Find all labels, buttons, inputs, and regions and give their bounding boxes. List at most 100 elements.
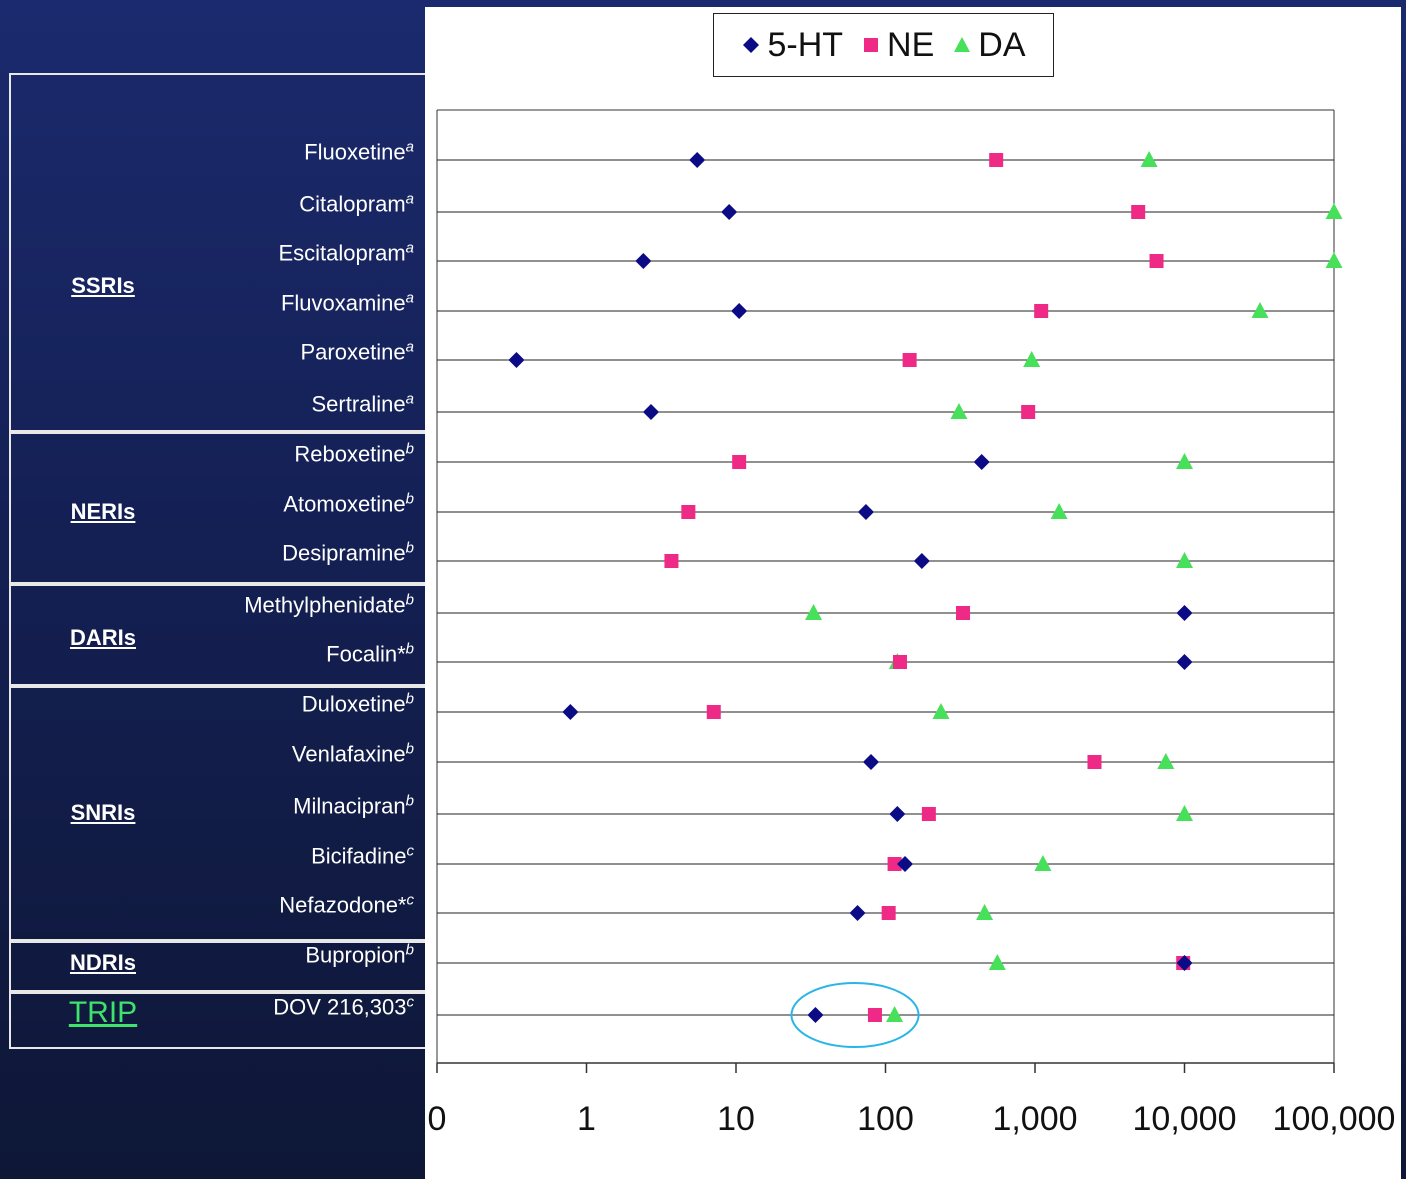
drug-footnote-marker: c — [406, 891, 415, 909]
ne-point-paroxetine — [902, 353, 917, 367]
x-tick-label: 10 — [717, 1100, 755, 1138]
ne-point-nefazodone — [881, 906, 896, 920]
drug-label-focalin: Focalin*b — [326, 640, 414, 667]
da-point-milnacipran — [1176, 805, 1193, 821]
5ht-point-bicifadine — [896, 856, 913, 872]
da-point-citalopram — [1325, 203, 1343, 219]
5ht-point-desipramine — [913, 553, 930, 569]
drug-label-nefazodone: Nefazodone*c — [279, 891, 414, 918]
ne-point-bicifadine — [887, 857, 902, 871]
drug-footnote-marker: b — [405, 490, 414, 508]
drug-footnote-marker: b — [405, 690, 414, 708]
plot-panel — [425, 7, 1401, 1179]
da-point-duloxetine — [932, 703, 950, 719]
x-tick-label: 100,000 — [1272, 1100, 1396, 1138]
drug-name: Sertraline — [311, 391, 406, 417]
ne-point-escitalopram — [1149, 254, 1164, 268]
drug-name: Paroxetine — [300, 339, 406, 365]
drug-name: Reboxetine — [294, 441, 406, 467]
drug-name: Fluoxetine — [304, 139, 406, 165]
5ht-point-fluoxetine — [689, 152, 706, 168]
5ht-point-escitalopram — [635, 253, 652, 269]
x-tick-label: 10,000 — [1132, 1100, 1237, 1138]
da-point-desipramine — [1176, 552, 1193, 568]
drug-label-reboxetine: Reboxetineb — [294, 440, 414, 467]
drug-name: Milnacipran — [293, 793, 406, 819]
da-point-fluoxetine — [1140, 151, 1158, 167]
da-point-escitalopram — [1325, 252, 1343, 268]
5ht-point-venlafaxine — [863, 754, 880, 770]
5ht-point-reboxetine — [973, 454, 990, 470]
drug-label-bupropion: Bupropionb — [305, 941, 414, 968]
drug-name: Nefazodone* — [279, 892, 407, 918]
da-point-fluvoxamine — [1251, 302, 1269, 318]
drug-footnote-marker: a — [405, 338, 414, 356]
drug-footnote-marker: a — [405, 190, 414, 208]
trip-highlight-ellipse — [790, 982, 920, 1048]
5ht-point-milnacipran — [889, 806, 906, 822]
5ht-point-focalin — [1176, 654, 1193, 670]
da-point-reboxetine — [1176, 453, 1193, 469]
da-point-atomoxetine — [1050, 503, 1068, 519]
5ht-point-atomoxetine — [857, 504, 874, 520]
drug-footnote-marker: b — [405, 440, 414, 458]
drug-label-fluoxetine: Fluoxetinea — [304, 138, 414, 165]
drug-name: Fluvoxamine — [280, 290, 406, 316]
drug-footnote-marker: b — [405, 640, 414, 658]
group-box-neris — [9, 432, 425, 584]
ne-point-atomoxetine — [681, 505, 696, 519]
drug-label-citalopram: Citaloprama — [299, 190, 414, 217]
da-point-bicifadine — [1034, 855, 1052, 871]
5ht-point-citalopram — [721, 204, 738, 220]
ne-point-focalin — [892, 655, 907, 669]
ne-point-dov-216-303 — [867, 1008, 882, 1022]
ne-point-venlafaxine — [1087, 755, 1102, 769]
drug-footnote-marker: a — [405, 239, 414, 257]
legend-item-ne: NE — [861, 26, 934, 65]
group-box-trip — [9, 992, 425, 1049]
da-point-sertraline — [950, 403, 968, 419]
class-label-daris: DARIs — [69, 624, 136, 650]
drug-name: Atomoxetine — [283, 491, 406, 517]
da-point-nefazodone — [976, 904, 994, 920]
drug-label-bicifadine: Bicifadinec — [311, 842, 414, 869]
class-label-ndris: NDRIs — [69, 950, 136, 975]
legend-item-5ht: 5-HT — [741, 26, 843, 65]
group-box-snris — [9, 686, 425, 941]
drug-label-sertraline: Sertralinea — [312, 390, 415, 417]
legend: 5-HT NE DA — [713, 13, 1054, 77]
drug-label-fluvoxamine: Fluvoxaminea — [281, 289, 414, 316]
da-point-methylphenidate — [805, 604, 823, 620]
triangle-marker-icon — [954, 37, 971, 52]
drug-label-duloxetine: Duloxetineb — [302, 690, 414, 717]
drug-name: Citalopram — [299, 191, 406, 217]
5ht-point-fluvoxamine — [731, 303, 748, 319]
drug-name: Focalin* — [326, 641, 406, 667]
legend-item-da: DA — [952, 25, 1026, 65]
legend-label-da: DA — [978, 25, 1026, 64]
5ht-point-bupropion — [1176, 955, 1193, 971]
drug-footnote-marker: b — [405, 792, 414, 810]
drug-footnote-marker: b — [405, 740, 414, 758]
class-label-snris: SNRIs — [70, 799, 136, 825]
da-point-venlafaxine — [1157, 753, 1175, 769]
class-label-ssris: SSRIs — [71, 273, 135, 298]
drug-name: Escitalopram — [278, 240, 406, 266]
ne-point-methylphenidate — [956, 606, 971, 620]
ne-point-fluvoxamine — [1034, 304, 1049, 318]
drug-label-venlafaxine: Venlafaxineb — [292, 740, 414, 767]
drug-label-escitalopram: Escitaloprama — [279, 239, 415, 266]
drug-footnote-marker: c — [406, 842, 415, 860]
drug-name: Bicifadine — [311, 843, 407, 869]
x-tick-label: 0 — [427, 1100, 447, 1138]
drug-footnote-marker: c — [406, 993, 415, 1011]
drug-footnote-marker: a — [405, 390, 414, 408]
drug-name: Duloxetine — [301, 691, 406, 717]
ne-point-sertraline — [1021, 405, 1036, 419]
group-box-ndris — [9, 941, 425, 992]
drug-name: DOV 216,303 — [273, 994, 407, 1020]
x-tick-label: 100 — [857, 1100, 914, 1138]
5ht-point-methylphenidate — [1176, 605, 1193, 621]
ne-point-duloxetine — [706, 705, 721, 719]
drug-name: Bupropion — [305, 942, 406, 968]
